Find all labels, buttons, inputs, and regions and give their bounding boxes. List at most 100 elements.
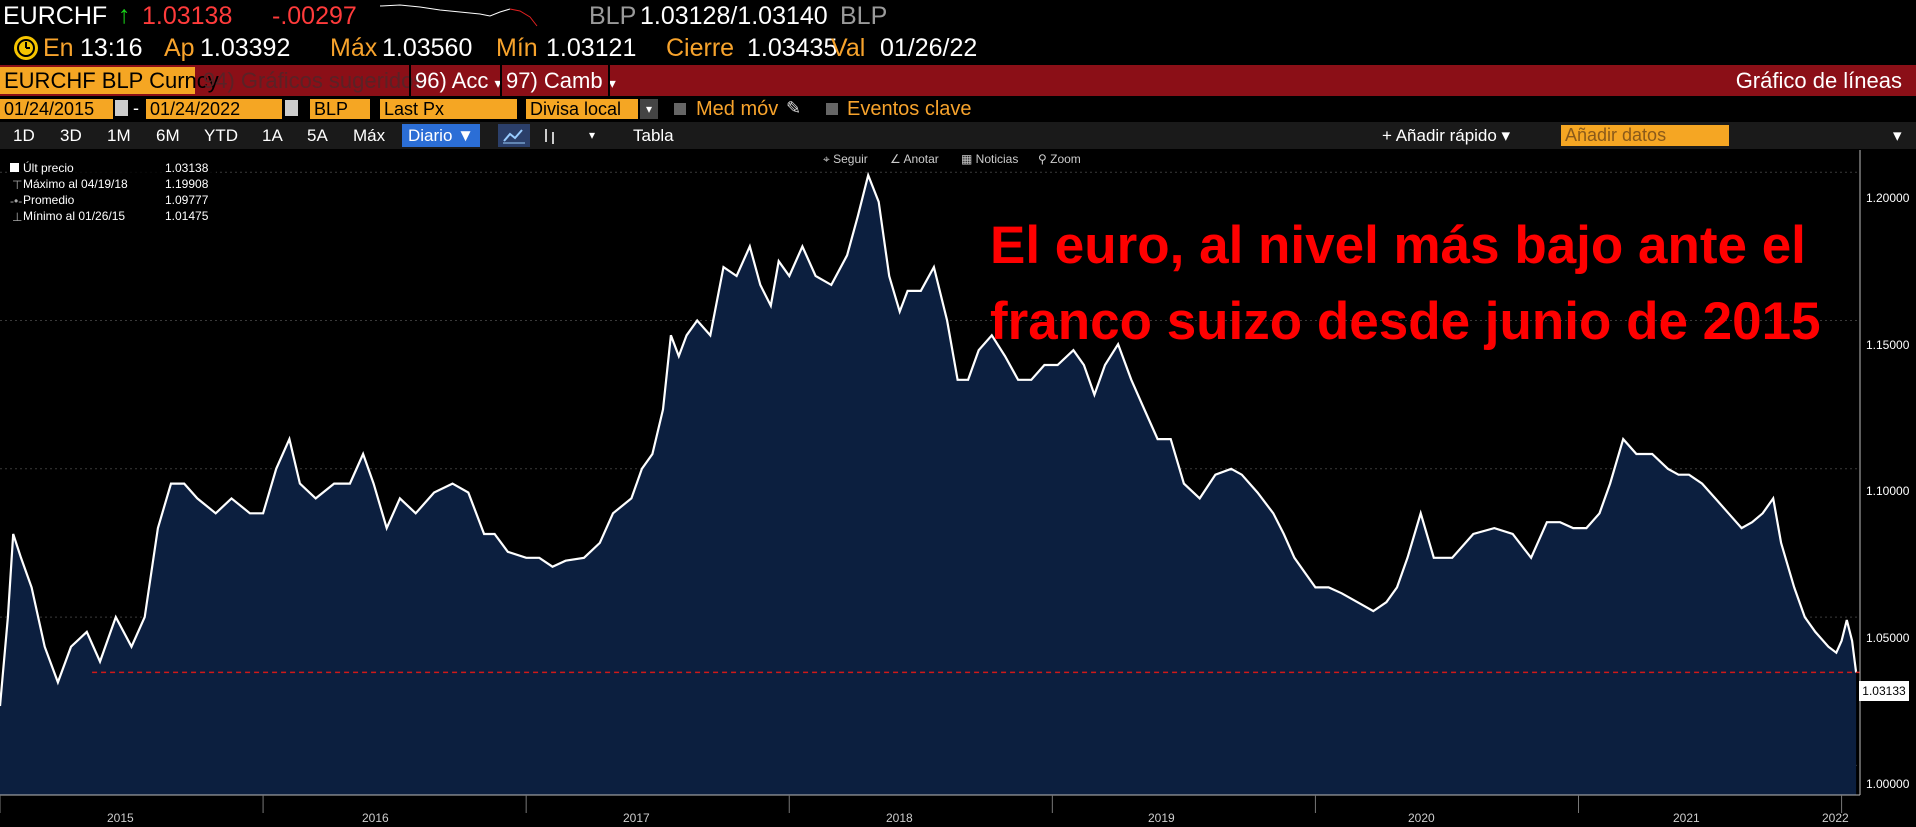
source-label-2: BLP — [840, 2, 888, 30]
quick-add-button[interactable]: + Añadir rápido ▾ — [1382, 126, 1511, 145]
x-axis-ticks — [0, 795, 1843, 813]
x-tick-label: 2015 — [107, 811, 134, 825]
legend-label: Promedio — [23, 193, 75, 207]
time-value: 13:16 — [80, 34, 143, 62]
period-6m[interactable]: 6M — [156, 126, 180, 145]
y-tick-label: 1.20000 — [1866, 191, 1910, 205]
legend-item[interactable]: ⊥ Mínimo al 01/26/15 1.01475 — [8, 208, 216, 224]
time-label: En — [43, 34, 74, 62]
key-events-label: Eventos clave — [847, 98, 972, 120]
net-change: -.00297 — [272, 2, 357, 30]
sparkline-icon — [380, 4, 538, 27]
date-separator: - — [133, 98, 139, 118]
legend-label: Mínimo al 01/26/15 — [23, 209, 126, 223]
period-1a[interactable]: 1A — [262, 126, 283, 145]
period-1d[interactable]: 1D — [13, 126, 35, 145]
high-value: 1.03560 — [382, 34, 473, 62]
start-date-field[interactable]: 01/24/2015 — [0, 99, 113, 119]
key-events-checkbox[interactable] — [826, 103, 838, 115]
legend-item[interactable]: -•- Promedio 1.09777 — [8, 192, 216, 208]
pencil-icon[interactable]: ✎ — [786, 98, 802, 118]
legend-item[interactable]: ⊤ Máximo al 04/19/18 1.19908 — [8, 176, 216, 192]
news-tool[interactable]: ▦ Noticias — [961, 152, 1019, 166]
legend-value: 1.09777 — [165, 193, 209, 207]
y-tick-label: 1.10000 — [1866, 484, 1910, 498]
actions-menu[interactable]: 96) Acc ▾ — [415, 68, 502, 93]
table-button[interactable]: Tabla — [633, 126, 674, 145]
legend-item[interactable]: Últ precio 1.03138 — [8, 160, 216, 176]
exchange-menu[interactable]: 97) Camb ▾ — [506, 68, 616, 93]
period-5a[interactable]: 5A — [307, 126, 328, 145]
x-tick-label: 2021 — [1673, 811, 1700, 825]
legend-value: 1.01475 — [165, 209, 209, 223]
zoom-tool[interactable]: ⚲ Zoom — [1038, 152, 1081, 166]
legend-value: 1.19908 — [165, 177, 209, 191]
suggested-charts-menu[interactable]: 94) Gráficos sugeridos — [203, 68, 425, 93]
moving-avg-checkbox[interactable] — [674, 103, 686, 115]
low-marker-icon: ⊥ — [12, 210, 23, 224]
value-date: 01/26/22 — [880, 34, 978, 62]
x-tick-label: 2017 — [623, 811, 650, 825]
y-tick-label: 1.00000 — [1866, 777, 1910, 791]
add-data-field[interactable]: Añadir datos — [1561, 125, 1729, 146]
source-label: BLP — [589, 2, 637, 30]
high-label: Máx — [330, 34, 378, 62]
high-marker-icon: ⊤ — [12, 178, 23, 192]
y-tick-label: 1.05000 — [1866, 631, 1910, 645]
value-date-label: Val — [831, 34, 866, 62]
follow-tool[interactable]: ⌖ Seguir — [823, 152, 868, 166]
stats-bar: En 13:16 Ap 1.03392 Máx 1.03560 Mín 1.03… — [0, 32, 1916, 64]
period-1m[interactable]: 1M — [107, 126, 131, 145]
line-chart-icon[interactable] — [498, 124, 530, 147]
headline-line-1: El euro, al nivel más bajo ante el — [990, 216, 1806, 275]
x-tick-label: 2018 — [886, 811, 913, 825]
field-bar: 01/24/2015 - 01/24/2022 BLP Last Px Divi… — [0, 97, 1916, 121]
period-3d[interactable]: 3D — [60, 126, 82, 145]
open-value: 1.03392 — [200, 34, 291, 62]
ticker-bar: EURCHF ↑ 1.03138 -.00297 BLP 1.03128/1.0… — [0, 0, 1916, 31]
x-tick-label: 2022 — [1822, 811, 1849, 825]
x-tick-label: 2016 — [362, 811, 389, 825]
bar-chart-icon[interactable] — [540, 124, 560, 147]
price-line — [0, 171, 1858, 707]
price-area — [0, 175, 1857, 795]
annotate-tool[interactable]: ∠ Anotar — [890, 152, 939, 166]
source-field[interactable]: BLP — [310, 99, 370, 119]
security-field[interactable]: EURCHF BLP Curncy — [0, 67, 219, 94]
average-marker-icon: -•- — [10, 194, 23, 208]
open-label: Ap — [164, 34, 195, 62]
frequency-dropdown[interactable]: Diario ▼ — [402, 124, 480, 147]
menu-divider — [608, 65, 610, 96]
low-label: Mín — [496, 34, 538, 62]
period-max[interactable]: Máx — [353, 126, 386, 145]
legend-value: 1.03138 — [165, 161, 209, 175]
end-date-field[interactable]: 01/24/2022 — [146, 99, 282, 119]
x-tick-label: 2020 — [1408, 811, 1435, 825]
y-tick-label: 1.15000 — [1866, 338, 1910, 352]
legend-label: Últ precio — [23, 161, 74, 175]
close-value: 1.03435 — [747, 34, 838, 62]
last-price: 1.03138 — [142, 2, 233, 30]
menu-divider — [500, 65, 502, 96]
price-chart — [0, 150, 1861, 813]
ticker-symbol: EURCHF — [3, 2, 108, 30]
menu-bar: EURCHF BLP Curncy 94) Gráficos sugeridos… — [0, 65, 1916, 96]
white-square-icon — [10, 163, 19, 172]
calendar-icon[interactable] — [115, 100, 128, 116]
close-label: Cierre — [666, 34, 735, 62]
moving-avg-label: Med móv — [696, 98, 779, 120]
calendar-icon[interactable] — [285, 100, 298, 116]
clock-icon — [14, 36, 38, 60]
menu-divider — [409, 65, 411, 96]
chart-legend: Últ precio 1.03138 ⊤ Máximo al 04/19/18 … — [8, 160, 216, 224]
currency-field[interactable]: Divisa local — [526, 99, 638, 119]
low-value: 1.03121 — [546, 34, 637, 62]
last-price-axis-label: 1.03133 — [1859, 681, 1909, 701]
period-ytd[interactable]: YTD — [204, 126, 238, 145]
legend-label: Máximo al 04/19/18 — [23, 177, 128, 191]
currency-dropdown[interactable]: ▾ — [640, 99, 658, 119]
chart-style-dropdown-icon[interactable]: ▾ — [589, 128, 596, 142]
period-toolbar: 1D 3D 1M 6M YTD 1A 5A Máx Diario ▼ ▾ Tab… — [0, 122, 1916, 149]
price-type-field[interactable]: Last Px — [380, 99, 517, 119]
settings-dropdown-icon[interactable]: ▾ — [1893, 126, 1902, 145]
